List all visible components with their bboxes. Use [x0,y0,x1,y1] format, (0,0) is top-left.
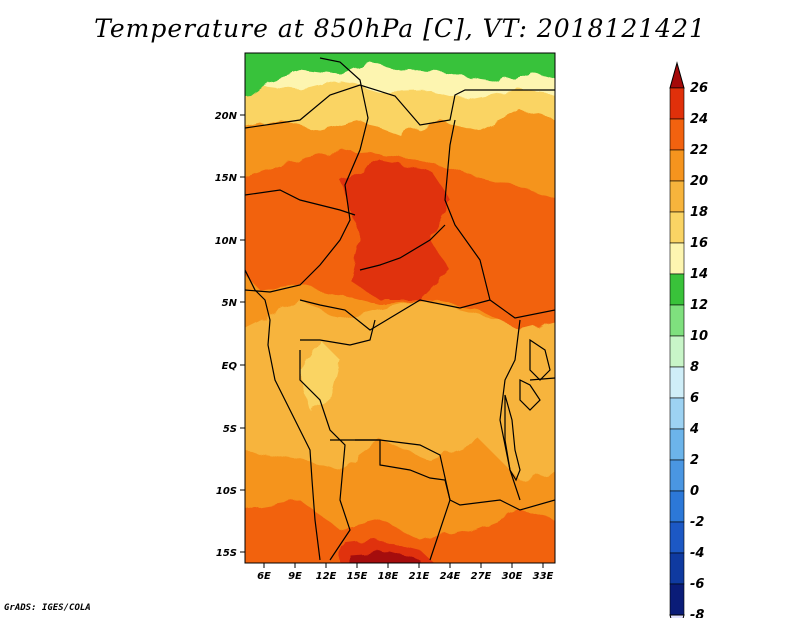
lat-label: 10N [215,236,238,247]
colorbar-swatch [669,273,685,306]
colorbar-label: -8 [690,608,704,618]
colorbar-swatch [669,149,685,182]
chart-title: Temperature at 850hPa [C], VT: 201812142… [94,14,706,43]
field-12-14-west [245,53,377,96]
colorbar-label: 0 [690,484,699,499]
field-16-18 [300,340,340,410]
lon-label: 9E [288,571,302,582]
colorbar-bottom-arrow [669,614,685,618]
field-24-26-center [340,160,450,300]
colorbar-label: 22 [690,143,708,158]
latitude-labels: 20N 15N 10N 5N EQ 5S 10S 15S [215,111,238,559]
field-12-14-east [363,53,555,82]
axis-ticks [240,114,544,568]
lon-label: 30E [502,571,523,582]
coastline [245,269,321,561]
lat-label: 15S [216,548,237,559]
colorbar-label: 12 [690,298,708,313]
field-22-24-south [245,500,555,563]
colorbar-label: 8 [690,360,699,375]
colorbar-label: 16 [690,236,708,251]
colorbar-swatch [669,180,685,213]
lon-label: 24E [440,571,461,582]
colorbar-swatch [669,428,685,461]
lat-label: 20N [215,111,238,122]
colorbar-label: 18 [690,205,708,220]
colorbar-swatch [669,583,685,616]
colorbar-label: 14 [690,267,708,282]
lon-label: 33E [533,571,554,582]
temperature-field [245,53,555,563]
colorbar-swatch [669,87,685,120]
colorbar-swatch [669,552,685,585]
colorbar-swatch [669,521,685,554]
colorbar-label: 26 [690,81,708,96]
colorbar-swatch [669,490,685,523]
field-26plus [350,552,420,563]
lon-label: 6E [257,571,271,582]
colorbar-swatch [669,335,685,368]
lon-label: 21E [409,571,430,582]
lat-label: 10S [216,486,237,497]
lat-label: 5S [223,424,237,435]
colorbar-label: -4 [690,546,704,561]
colorbar-label: -2 [690,515,704,530]
colorbar-swatch [669,459,685,492]
colorbar-swatch [669,211,685,244]
colorbar-swatch [669,118,685,151]
colorbar-swatch [669,304,685,337]
colorbar-label: 6 [690,391,699,406]
colorbar-swatch [669,366,685,399]
credit-text: GrADS: IGES/COLA [4,603,91,613]
lat-label: 5N [222,298,238,309]
colorbar-top-arrow [669,61,685,89]
lon-label: 18E [378,571,399,582]
colorbar-label: 24 [690,112,708,127]
lon-label: 15E [347,571,368,582]
map-frame [244,52,556,564]
colorbar-label: 2 [690,453,699,468]
colorbar-swatch [669,397,685,430]
colorbar-label: 20 [690,174,708,189]
lat-label: EQ [222,361,238,372]
lat-label: 15N [215,173,238,184]
lon-label: 27E [471,571,492,582]
colorbar-label: -6 [690,577,704,592]
country-borders [245,57,555,561]
colorbar-label: 4 [689,422,699,437]
colorbar-swatch [669,242,685,275]
colorbar-label: 10 [690,329,708,344]
lon-label: 12E [316,571,337,582]
longitude-labels: 6E 9E 12E 15E 18E 21E 24E 27E 30E 33E [257,571,553,582]
